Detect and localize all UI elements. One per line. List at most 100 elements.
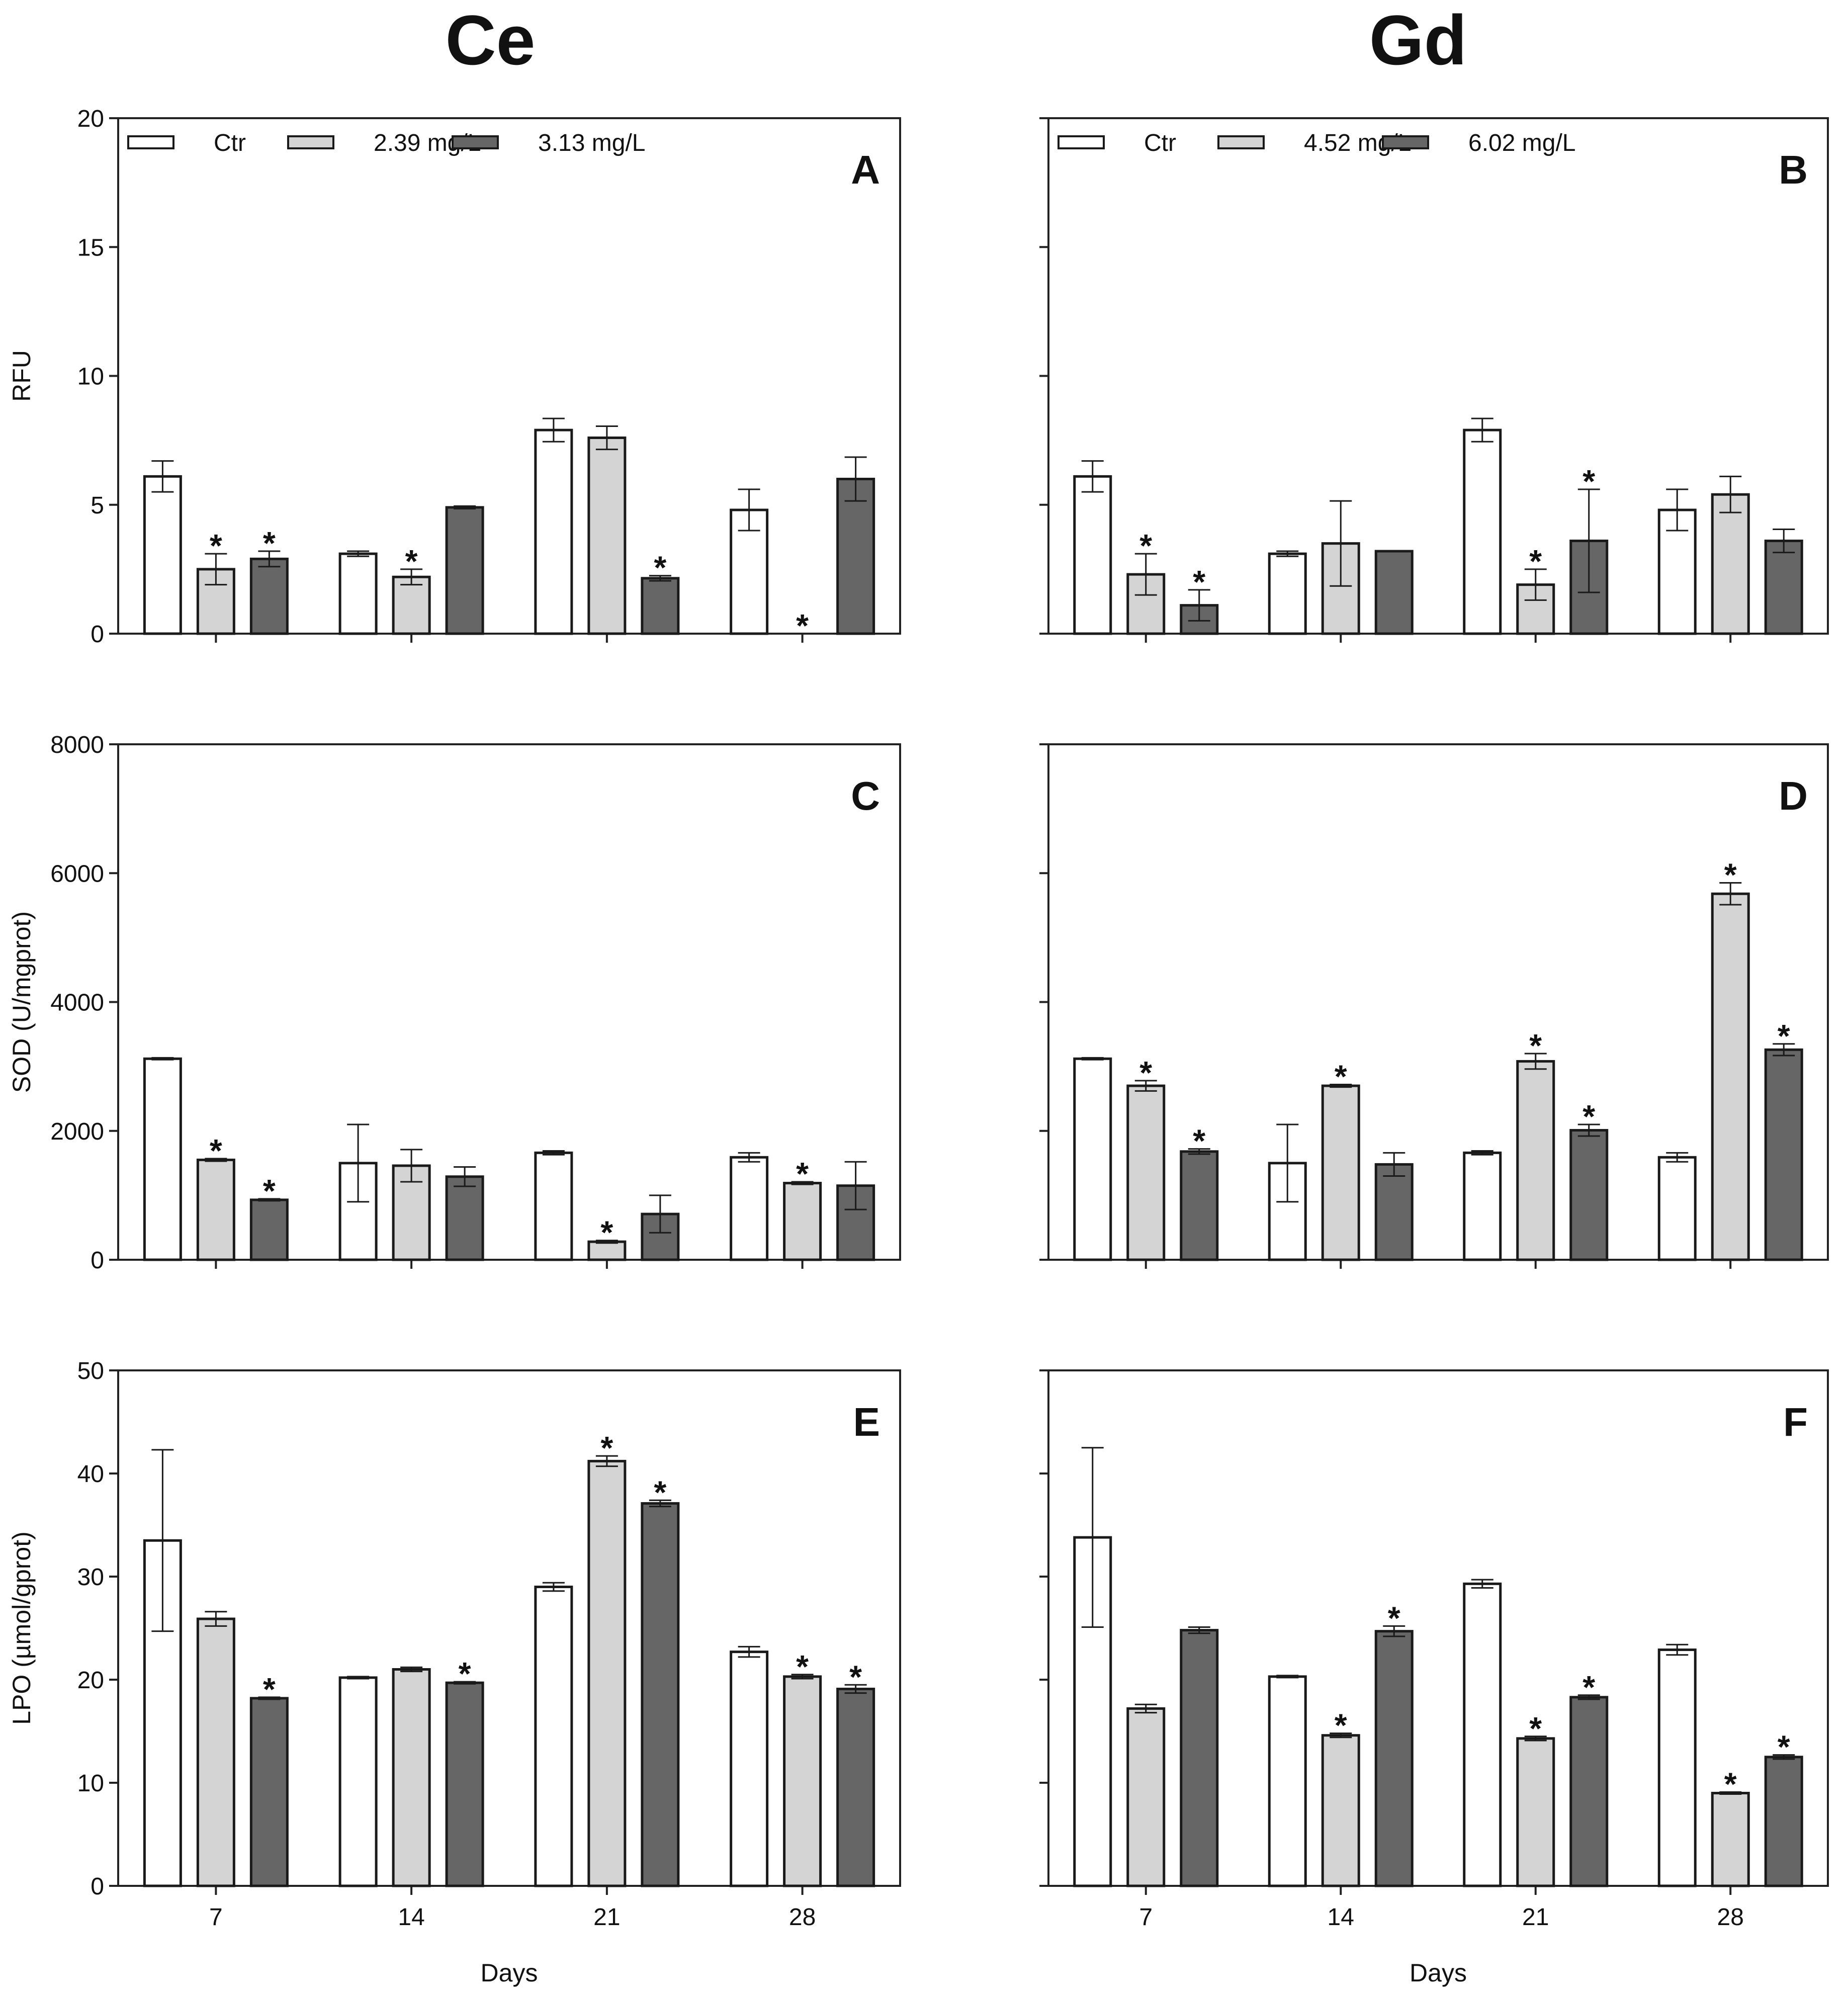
significance-marker: * [263,1671,276,1707]
bar [1073,1057,1112,1261]
bar [143,1057,182,1261]
bar [783,1182,822,1261]
significance-marker: * [1139,1055,1152,1091]
bar [249,557,289,635]
bar [392,1668,431,1887]
bar [1516,1060,1555,1261]
legend-swatch [1217,135,1265,149]
bar [1321,1734,1360,1887]
panel-a: 0 5 10 15 20 RFU * * * * * A Ctr 2.39 mg/L 3.13 mg/L [8,106,901,648]
x-tick-label: 7 [1139,1904,1153,1931]
x-tick-label: 21 [593,1904,620,1931]
plot-frame [1047,1369,1829,1887]
panel-f: 7 14 * * 21 * * 28 * * Days F [1039,1369,1829,1987]
legend-swatch [127,135,174,149]
bar [641,1502,680,1887]
bar [1374,1630,1414,1887]
significance-marker: * [796,1156,809,1192]
bar [1374,550,1414,635]
bar [1268,1675,1307,1887]
x-axis-title: Days [481,1959,538,1987]
significance-marker: * [1335,1059,1347,1095]
significance-marker: * [849,1659,862,1695]
bar [730,1651,769,1887]
significance-marker: * [796,1648,809,1685]
legend-swatch [287,135,334,149]
bar [1711,892,1750,1261]
bar [836,1687,875,1887]
bar [783,1675,822,1887]
significance-marker: * [796,608,809,644]
significance-marker: * [600,1214,613,1251]
x-tick-label: 14 [398,1904,424,1931]
bar [641,577,680,635]
significance-marker: * [263,525,276,561]
panel-letter: D [1779,773,1808,818]
panel-b: * * * * B Ctr 4.52 mg/L 6.02 mg/L [1039,117,1829,643]
plot-frame [117,1369,901,1887]
bar [1073,475,1112,635]
significance-marker: * [1529,1710,1542,1747]
x-tick-label: 21 [1522,1904,1549,1931]
bar [587,437,627,635]
y-axis-title: RFU [8,350,36,402]
significance-marker: * [1724,1766,1737,1802]
y-tick-label: 10 [77,1770,104,1797]
y-tick-label: 5 [91,492,104,519]
bar [1764,540,1803,635]
legend: Ctr 2.39 mg/L 3.13 mg/L [127,130,645,156]
bar [1126,1084,1166,1261]
significance-marker: * [1335,1707,1347,1744]
legend: Ctr 4.52 mg/L 6.02 mg/L [1058,130,1575,156]
bar [1180,1629,1219,1887]
y-tick-label: 10 [77,364,104,390]
bar [1764,1756,1803,1887]
bar [534,1151,573,1261]
legend-swatch [452,135,499,149]
bar [1711,493,1750,635]
column-title-gd: Gd [1369,1,1467,79]
panel-d: * * * * * * * D [1039,743,1829,1269]
bar [836,478,875,635]
significance-marker: * [654,1474,666,1510]
x-tick-label: 28 [1717,1904,1744,1931]
bar [534,1586,573,1887]
significance-marker: * [1582,1669,1595,1705]
significance-marker: * [210,1133,222,1169]
significance-marker: * [1529,1027,1542,1064]
legend-label: 6.02 mg/L [1468,130,1575,156]
bar [1268,552,1307,635]
significance-marker: * [459,1656,471,1692]
y-tick-label: 2000 [50,1118,104,1145]
y-tick-label: 4000 [50,990,104,1016]
bar [1711,1792,1750,1887]
legend-label: Ctr [1144,130,1176,156]
bar [445,1681,484,1887]
significance-marker: * [405,543,418,579]
y-tick-label: 30 [77,1564,104,1591]
y-tick-label: 8000 [50,732,104,758]
significance-marker: * [1724,856,1737,893]
bar [1126,1707,1166,1887]
bar [1657,1156,1697,1261]
bar [1764,1048,1803,1261]
panel-letter: A [851,147,880,192]
y-tick-label: 15 [77,234,104,261]
significance-marker: * [1388,1600,1400,1636]
x-tick-label: 14 [1328,1904,1354,1931]
legend-label: 3.13 mg/L [538,130,645,156]
y-tick-label: 0 [91,1873,104,1900]
bar [445,1175,484,1261]
y-axis-title: LPO (µmol/gprot) [8,1531,36,1724]
bar [1516,1737,1555,1887]
y-tick-label: 0 [91,1247,104,1274]
significance-marker: * [1529,543,1542,579]
panel-e: 0 10 20 30 40 50 LPO (µmol/gprot) 7 * 14 * 21 * * 28 * *… [8,1358,901,1987]
legend-swatch [1058,135,1105,149]
legend-swatch [1382,135,1429,149]
panel-letter: C [851,773,880,818]
bar [338,552,378,635]
panel-c: 0 2000 4000 6000 8000 SOD (U/mgprot) * * * * C [8,732,901,1274]
